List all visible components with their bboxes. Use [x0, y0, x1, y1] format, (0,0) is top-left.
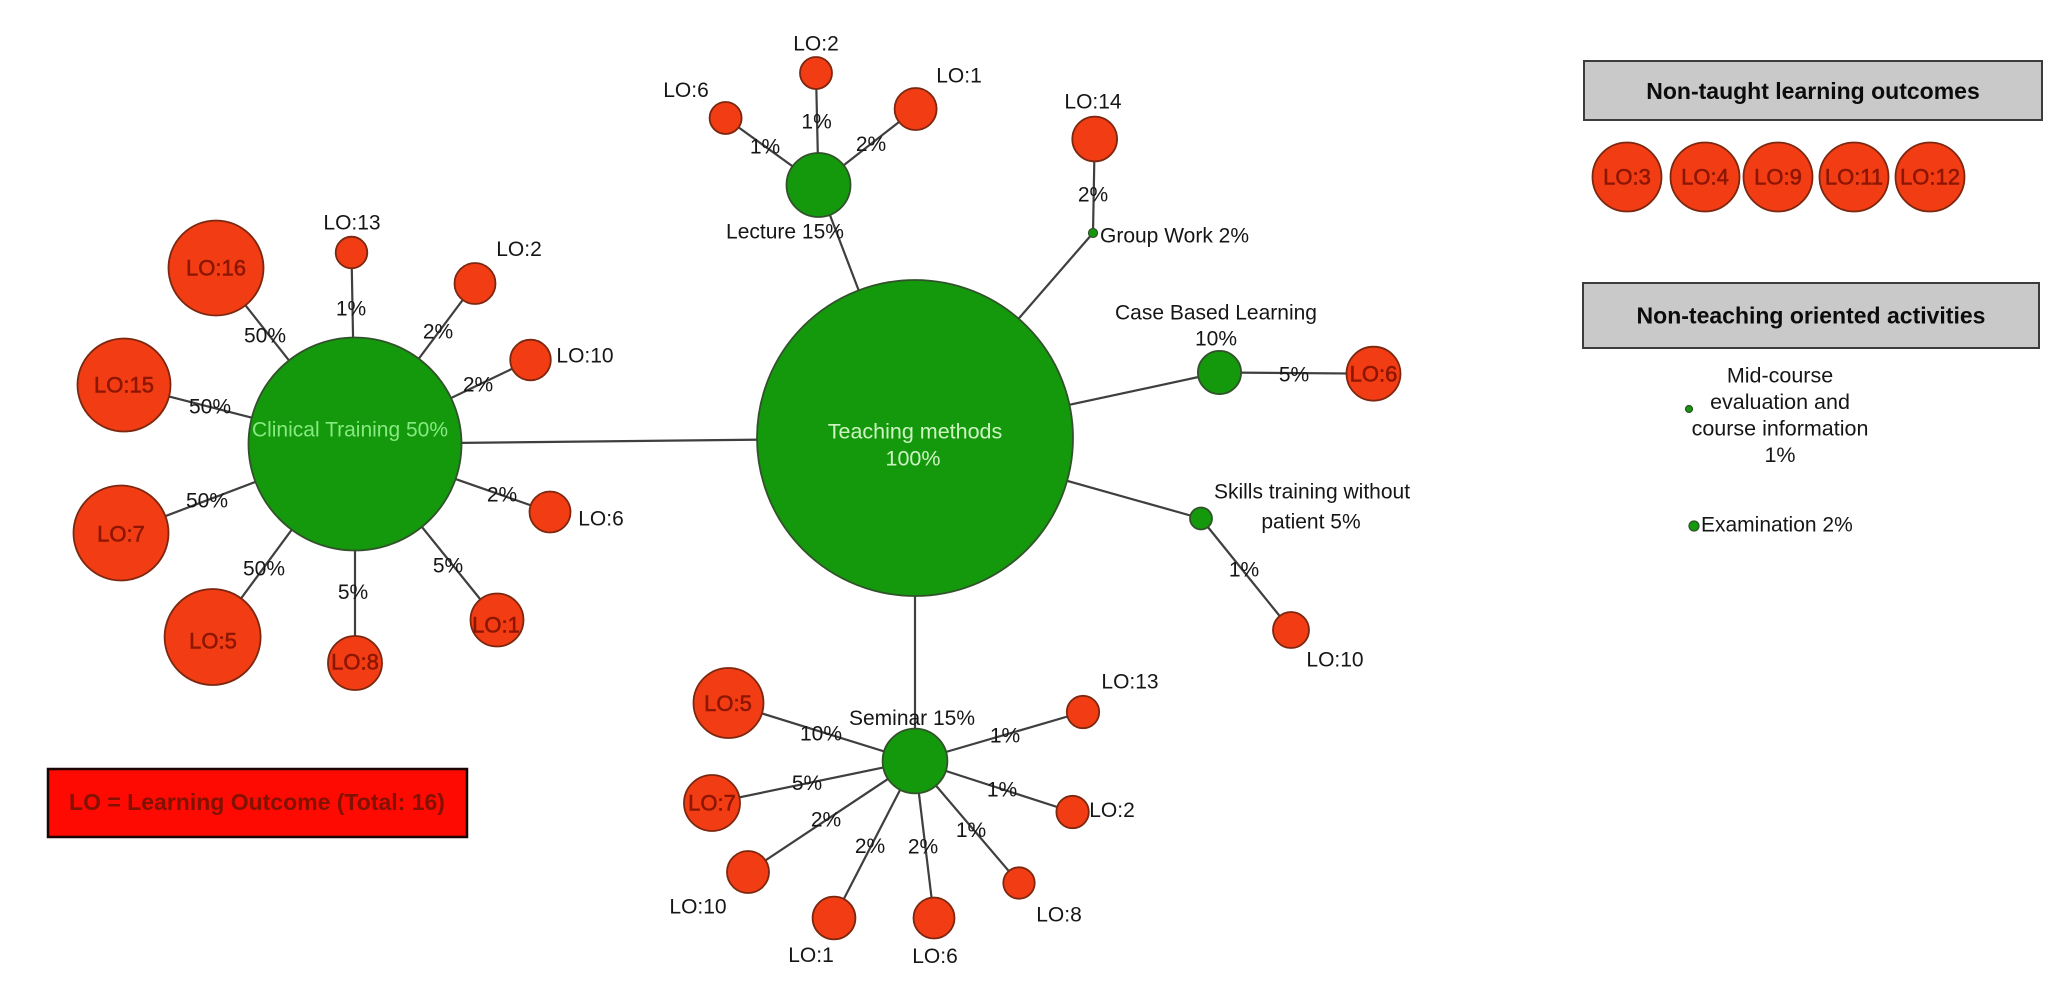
svg-text:2%: 2% — [423, 320, 453, 343]
svg-text:LO:15: LO:15 — [94, 373, 154, 398]
svg-text:1%: 1% — [956, 819, 986, 842]
svg-text:LO:13: LO:13 — [323, 211, 380, 234]
svg-text:patient 5%: patient 5% — [1261, 510, 1360, 533]
svg-text:Group Work 2%: Group Work 2% — [1100, 224, 1249, 247]
svg-text:LO:8: LO:8 — [1036, 903, 1082, 926]
svg-text:LO:8: LO:8 — [331, 650, 379, 675]
svg-text:Non-taught learning outcomes: Non-taught learning outcomes — [1646, 78, 1980, 104]
svg-text:LO:2: LO:2 — [496, 238, 542, 261]
svg-text:LO:12: LO:12 — [1900, 165, 1960, 190]
svg-text:LO = Learning Outcome (Total:: LO = Learning Outcome (Total: 16) — [69, 789, 445, 815]
svg-text:2%: 2% — [463, 373, 493, 396]
svg-text:Seminar 15%: Seminar 15% — [849, 707, 975, 730]
svg-text:5%: 5% — [792, 772, 822, 795]
svg-text:LO:6: LO:6 — [578, 507, 624, 530]
svg-text:1%: 1% — [1229, 558, 1259, 581]
svg-text:LO:10: LO:10 — [669, 895, 726, 918]
svg-text:LO:6: LO:6 — [912, 945, 958, 968]
svg-text:LO:16: LO:16 — [186, 256, 246, 281]
svg-text:LO:14: LO:14 — [1064, 90, 1122, 113]
svg-text:10%: 10% — [1195, 327, 1237, 350]
svg-text:Clinical Training 50%: Clinical Training 50% — [252, 419, 448, 442]
svg-text:LO:5: LO:5 — [189, 629, 237, 654]
svg-text:1%: 1% — [336, 297, 366, 320]
svg-text:LO:6: LO:6 — [1350, 362, 1398, 387]
svg-text:5%: 5% — [433, 554, 463, 577]
svg-text:LO:7: LO:7 — [97, 522, 145, 547]
svg-text:2%: 2% — [811, 808, 841, 831]
svg-text:LO:6: LO:6 — [663, 79, 709, 102]
svg-text:2%: 2% — [908, 835, 938, 858]
svg-text:Non-teaching oriented activiti: Non-teaching oriented activities — [1637, 303, 1986, 329]
svg-text:1%: 1% — [750, 135, 780, 158]
svg-text:1%: 1% — [1764, 443, 1795, 467]
svg-text:100%: 100% — [886, 447, 941, 471]
svg-text:50%: 50% — [244, 324, 286, 347]
svg-text:5%: 5% — [338, 581, 368, 604]
svg-text:LO:2: LO:2 — [1089, 799, 1135, 822]
svg-text:50%: 50% — [186, 489, 228, 512]
svg-text:1%: 1% — [801, 110, 831, 133]
svg-text:LO:7: LO:7 — [688, 791, 736, 816]
svg-text:2%: 2% — [856, 133, 886, 156]
svg-text:course information: course information — [1692, 417, 1869, 441]
svg-text:LO:1: LO:1 — [788, 944, 834, 967]
svg-text:1%: 1% — [990, 724, 1020, 747]
svg-text:LO:13: LO:13 — [1101, 670, 1158, 693]
svg-text:50%: 50% — [243, 557, 285, 580]
svg-text:Lecture 15%: Lecture 15% — [726, 220, 844, 243]
svg-text:LO:5: LO:5 — [704, 691, 752, 716]
svg-text:LO:9: LO:9 — [1754, 165, 1802, 190]
svg-text:LO:1: LO:1 — [936, 64, 982, 87]
svg-text:1%: 1% — [987, 778, 1017, 801]
svg-text:evaluation and: evaluation and — [1710, 390, 1850, 414]
svg-text:2%: 2% — [855, 835, 885, 858]
svg-text:LO:2: LO:2 — [793, 32, 839, 55]
svg-text:LO:11: LO:11 — [1825, 165, 1883, 190]
svg-text:LO:3: LO:3 — [1603, 165, 1651, 190]
svg-text:LO:10: LO:10 — [556, 344, 613, 367]
svg-text:LO:4: LO:4 — [1681, 165, 1729, 190]
svg-text:2%: 2% — [1078, 183, 1108, 206]
svg-text:50%: 50% — [189, 395, 231, 418]
svg-text:LO:10: LO:10 — [1306, 648, 1363, 671]
svg-text:5%: 5% — [1279, 363, 1309, 386]
svg-text:2%: 2% — [487, 483, 517, 506]
svg-text:Skills training without: Skills training without — [1214, 480, 1410, 503]
svg-text:Case Based Learning: Case Based Learning — [1115, 301, 1317, 324]
svg-text:Examination 2%: Examination 2% — [1701, 513, 1853, 536]
svg-text:Teaching methods: Teaching methods — [828, 420, 1003, 444]
svg-text:LO:1: LO:1 — [472, 613, 520, 638]
svg-text:Mid-course: Mid-course — [1727, 364, 1833, 388]
svg-text:10%: 10% — [800, 722, 842, 745]
